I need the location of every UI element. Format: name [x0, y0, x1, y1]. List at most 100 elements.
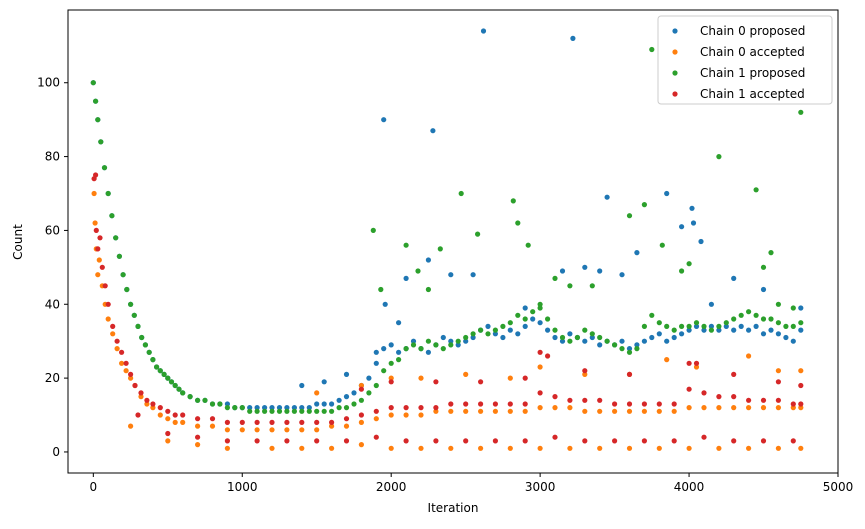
data-point [343, 416, 350, 422]
data-point [686, 386, 692, 392]
data-point [209, 401, 216, 407]
data-point [128, 301, 134, 307]
data-point [448, 342, 454, 348]
data-point [343, 371, 350, 377]
data-point [693, 360, 700, 366]
data-point [626, 346, 633, 352]
data-point [128, 375, 134, 381]
data-point [731, 438, 737, 444]
data-point [269, 445, 275, 451]
data-point [138, 390, 144, 396]
data-point [366, 375, 372, 381]
data-point [485, 323, 491, 329]
data-point [582, 264, 588, 270]
data-point [455, 338, 461, 344]
data-point [478, 408, 484, 414]
data-point [403, 405, 409, 411]
data-point [463, 401, 469, 407]
data-point [626, 371, 633, 377]
data-point [641, 323, 648, 329]
data-point [470, 334, 476, 341]
data-point [738, 323, 744, 329]
data-point [144, 397, 150, 403]
data-point [172, 412, 178, 418]
data-point [649, 312, 655, 318]
data-point [239, 405, 245, 411]
data-point [530, 309, 536, 315]
data-point [507, 401, 513, 407]
data-point [410, 338, 417, 344]
data-point [698, 238, 704, 245]
x-tick-label: 0 [89, 480, 97, 494]
data-point [128, 423, 134, 429]
data-point [760, 397, 767, 403]
data-point [93, 227, 99, 233]
data-point [239, 419, 245, 425]
data-point [798, 109, 804, 115]
data-point [659, 242, 665, 248]
data-point [382, 301, 388, 307]
data-point [157, 368, 163, 374]
data-point [239, 427, 245, 433]
data-point [95, 246, 101, 252]
data-point [485, 331, 491, 337]
data-point [492, 327, 498, 333]
data-point [463, 408, 469, 414]
data-point [612, 342, 618, 348]
data-point [366, 390, 372, 396]
data-point [582, 397, 588, 403]
data-point [716, 327, 722, 333]
data-point [463, 371, 469, 377]
data-point [381, 368, 387, 374]
data-point [425, 286, 431, 293]
data-point [120, 272, 126, 278]
data-point [463, 334, 469, 341]
data-point [168, 379, 175, 385]
data-point [522, 438, 528, 444]
data-point [716, 323, 722, 329]
data-point [708, 301, 715, 307]
data-point [269, 408, 275, 414]
data-point [388, 342, 394, 348]
data-point [299, 382, 305, 389]
data-point [410, 342, 417, 348]
data-point [619, 338, 625, 344]
y-tick-label: 0 [52, 445, 60, 459]
data-point [775, 301, 782, 307]
series-3 [91, 172, 804, 444]
data-point [119, 360, 125, 366]
data-point [329, 401, 335, 407]
data-point [224, 405, 230, 411]
data-point [731, 275, 737, 281]
data-point [537, 405, 543, 411]
data-point [306, 405, 312, 411]
data-point [291, 408, 297, 414]
data-point [448, 338, 454, 344]
data-point [537, 445, 543, 451]
data-point [418, 375, 424, 381]
data-point [746, 353, 752, 359]
data-point [358, 397, 364, 403]
data-point [798, 382, 804, 389]
data-point [440, 346, 446, 352]
data-point [161, 371, 167, 377]
data-point [329, 408, 335, 414]
legend-frame [657, 15, 833, 105]
data-point [343, 423, 350, 429]
data-point [299, 408, 305, 414]
data-point [132, 382, 138, 389]
data-point [455, 342, 461, 348]
data-point [154, 364, 160, 370]
data-point [664, 190, 670, 197]
data-point [500, 323, 506, 329]
data-point [381, 346, 387, 352]
data-point [530, 316, 536, 322]
data-point [612, 438, 618, 444]
data-point [150, 357, 156, 363]
data-point [433, 405, 439, 411]
data-point [195, 397, 201, 403]
data-point [612, 401, 618, 407]
data-point [343, 394, 350, 400]
data-point [552, 405, 558, 411]
data-point [284, 427, 290, 433]
